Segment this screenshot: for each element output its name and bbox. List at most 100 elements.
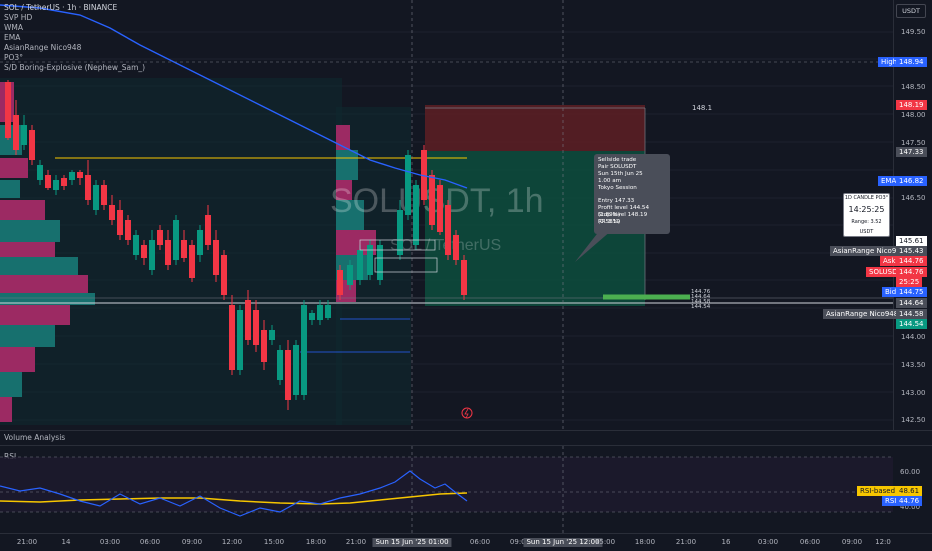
- time-tick: 15:00: [594, 538, 616, 546]
- candle: [277, 350, 283, 380]
- candle: [367, 245, 373, 275]
- rsi-value: 44.76: [896, 496, 923, 506]
- time-tick: 16: [721, 538, 731, 546]
- time-axis[interactable]: [0, 533, 932, 551]
- trade-callout-line: Sun 15th Jun 25: [598, 170, 643, 177]
- time-tick: 09:00: [841, 538, 863, 546]
- currency-button[interactable]: USDT: [896, 4, 926, 18]
- candle: [173, 220, 179, 260]
- candle: [421, 150, 427, 200]
- time-tick: 03:00: [99, 538, 121, 546]
- indicator-item[interactable]: S/D Boring-Explosive (Nephew_Sam_): [4, 63, 146, 72]
- indicator-item[interactable]: AsianRange Nico948: [4, 43, 82, 52]
- ema-value: 146.82: [896, 176, 927, 186]
- trade-top-value: 148.1: [692, 104, 713, 112]
- candle: [221, 255, 227, 295]
- time-tick: 21:00: [16, 538, 38, 546]
- asian-up-label: AsianRange Nico948:Up: [830, 246, 921, 256]
- bid-value: 144.75: [896, 287, 927, 297]
- candle: [397, 210, 403, 255]
- time-tick: 03:00: [757, 538, 779, 546]
- price-level-value: 144.64: [896, 298, 927, 308]
- cursor-time-label: Sun 15 Jun '25 12:00: [523, 538, 603, 547]
- candle: [53, 180, 59, 190]
- candle: [101, 185, 107, 205]
- price-label: 145.61: [896, 236, 927, 246]
- stop-zone: [425, 105, 645, 151]
- trade-callout-line: Tokyo Session: [598, 184, 637, 191]
- candle: [237, 310, 243, 370]
- candle: [285, 350, 291, 400]
- asian-down-label: AsianRange Nico948:Down: [823, 309, 924, 319]
- high-label: High: [878, 57, 901, 67]
- rsi-ma-line: [0, 492, 468, 505]
- time-tick: 21:00: [675, 538, 697, 546]
- candle: [37, 165, 43, 180]
- candle: [197, 230, 203, 255]
- small-levels: 144.76 144.64 144.58 144.54: [691, 289, 711, 310]
- trade-callout-line: Profit level 144.54 (1.89%): [598, 205, 650, 219]
- rsi-label: RSI: [882, 496, 900, 506]
- po3-widget: 1D CANDLE PO3° 14:25:25 Range: 3.52 USDT: [843, 193, 890, 237]
- time-tick: 18:00: [305, 538, 327, 546]
- candle: [309, 313, 315, 320]
- entry-price-label: 147.33: [896, 147, 927, 157]
- countdown-value: 25:25: [896, 277, 923, 287]
- time-tick: 12:00: [221, 538, 243, 546]
- candle: [181, 240, 187, 258]
- profit-price-label: 144.54: [896, 319, 927, 329]
- time-tick: 18:00: [634, 538, 656, 546]
- high-value: 148.94: [896, 57, 927, 67]
- trade-callout-line: 1.00 am: [598, 177, 622, 184]
- candle: [377, 245, 383, 280]
- candle: [141, 245, 147, 258]
- time-tick: 09:00: [509, 538, 531, 546]
- indicator-list: SOL / TetherUS · 1h · BINANCE SVP HD WMA…: [4, 3, 145, 73]
- rsi-pane[interactable]: RSI 60.00 40.00 RSI-based MA 48.61 RSI 4…: [0, 445, 932, 534]
- candle: [77, 172, 83, 178]
- po3-timer: 14:25:25: [848, 205, 885, 214]
- candle: [245, 300, 251, 340]
- candle: [437, 185, 443, 232]
- trade-callout-line: Sellside trade: [598, 157, 637, 163]
- candle: [325, 305, 331, 318]
- candle: [165, 240, 171, 265]
- lightning-icon: [461, 407, 473, 419]
- rsi-title: RSI: [4, 452, 17, 461]
- price-axis[interactable]: USDT 149.50 148.50 148.00 147.50 146.50 …: [893, 0, 932, 430]
- candle: [205, 215, 211, 245]
- ask-label: Ask: [880, 256, 899, 266]
- volume-pane[interactable]: Volume Analysis: [0, 430, 932, 445]
- indicator-item[interactable]: WMA: [4, 23, 24, 32]
- time-tick: 14: [61, 538, 71, 546]
- ema-label: EMA: [878, 176, 900, 186]
- volume-pane-title: Volume Analysis: [4, 433, 66, 442]
- candle: [93, 185, 99, 210]
- po3-range: Range: 3.52 USDT: [851, 219, 882, 235]
- rsi-ma-value: 48.61: [896, 486, 923, 496]
- candle: [413, 185, 419, 245]
- crosshair-time-label: Sun 15 Jun '25 01:00: [372, 538, 452, 547]
- candle: [261, 330, 267, 362]
- rsi-chart: [0, 446, 893, 534]
- candle: [429, 175, 435, 225]
- candle: [269, 330, 275, 340]
- indicator-item[interactable]: EMA: [4, 33, 21, 42]
- candle: [149, 240, 155, 270]
- candle: [357, 250, 363, 280]
- rsi-line: [0, 470, 468, 517]
- stop-price-label: 148.19: [896, 100, 927, 110]
- asian-up-value: 145.43: [896, 246, 927, 256]
- candle: [301, 305, 307, 395]
- volume-profile-left: [0, 82, 95, 422]
- time-tick: 06:00: [139, 538, 161, 546]
- time-tick: 15:00: [263, 538, 285, 546]
- indicator-item[interactable]: SVP HD: [4, 13, 33, 22]
- time-tick: 21:00: [345, 538, 367, 546]
- trade-callout[interactable]: Sellside trade Pair SOLUSDT Sun 15th Jun 2…: [594, 154, 670, 234]
- candlesticks: [5, 80, 467, 410]
- candle: [69, 172, 75, 180]
- symbol-title[interactable]: SOL / TetherUS · 1h · BINANCE: [4, 3, 118, 12]
- candle: [117, 210, 123, 235]
- indicator-item[interactable]: PO3°: [4, 53, 23, 62]
